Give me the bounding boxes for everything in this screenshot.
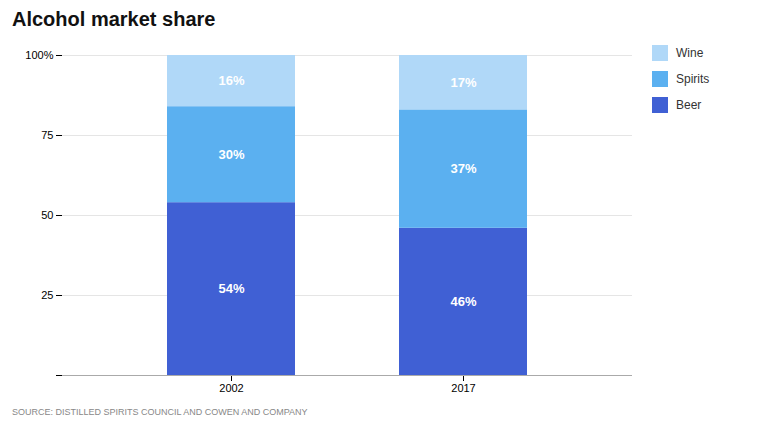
svg-text:50: 50 (41, 209, 53, 221)
svg-text:2017: 2017 (451, 382, 475, 394)
svg-text:17%: 17% (450, 75, 476, 90)
html-text:Alcohol market share: Alcohol market share (12, 8, 216, 30)
svg-text:16%: 16% (218, 73, 244, 88)
html-text:Wine: Wine (676, 46, 704, 60)
svg-text:37%: 37% (450, 161, 476, 176)
svg-text:30%: 30% (218, 147, 244, 162)
html-text:SOURCE: DISTILLED SPIRITS COUN: SOURCE: DISTILLED SPIRITS COUNCIL AND CO… (12, 407, 308, 417)
svg-text:46%: 46% (450, 294, 476, 309)
svg-text:100%: 100% (25, 49, 53, 61)
svg-text:75: 75 (41, 129, 53, 141)
svg-text:25: 25 (41, 289, 53, 301)
svg-text:2002: 2002 (219, 382, 243, 394)
html-text:Spirits: Spirits (676, 72, 710, 86)
svg-text:54%: 54% (218, 281, 244, 296)
html-text:Beer: Beer (676, 98, 702, 112)
